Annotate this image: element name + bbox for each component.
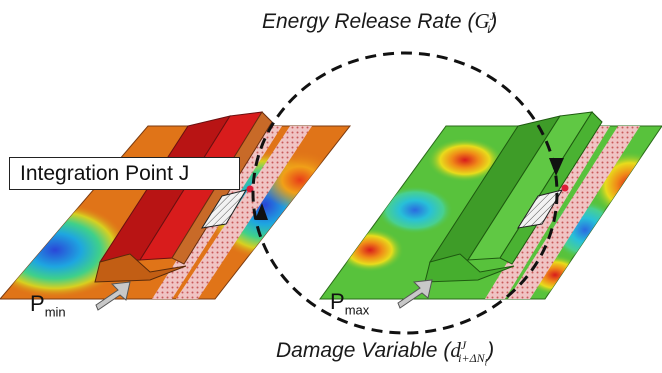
- left-ridge-end: [94, 253, 187, 283]
- load-min-label: Pmin: [30, 291, 66, 320]
- energy-release-rate-caption: Energy Release Rate (GJi): [262, 9, 498, 37]
- right-red-contour-2: [336, 228, 404, 272]
- left-dotted-strip-2: [176, 126, 312, 299]
- right-blue-contour-1: [377, 186, 453, 234]
- caption-bottom-text: Damage Variable (: [276, 339, 451, 362]
- left-plate-model: [0, 111, 352, 300]
- left-cohesive-element: [200, 189, 248, 229]
- load-arrow-max: [397, 279, 433, 309]
- right-integration-marker: [561, 184, 569, 192]
- caption-top-symbol: GJi: [474, 9, 495, 37]
- caption-bottom-symbol: dJi+ΔNi: [450, 338, 488, 368]
- cycle-dashed-loop: [251, 51, 559, 335]
- integration-point-label: Integration Point J: [9, 157, 240, 190]
- damage-variable-caption: Damage Variable (dJi+ΔNi): [276, 338, 495, 368]
- right-red-contour-1: [427, 138, 503, 182]
- right-dotted-strip-2: [508, 126, 640, 299]
- right-cohesive-element: [516, 189, 564, 229]
- right-plate-model: [319, 111, 662, 300]
- caption-top-text: Energy Release Rate (: [262, 10, 475, 33]
- load-arrow-min: [95, 281, 131, 311]
- load-max-label: Pmax: [330, 289, 370, 318]
- cycle-arrow-head-right: [549, 158, 564, 176]
- cycle-arrow-head-left: [255, 203, 268, 220]
